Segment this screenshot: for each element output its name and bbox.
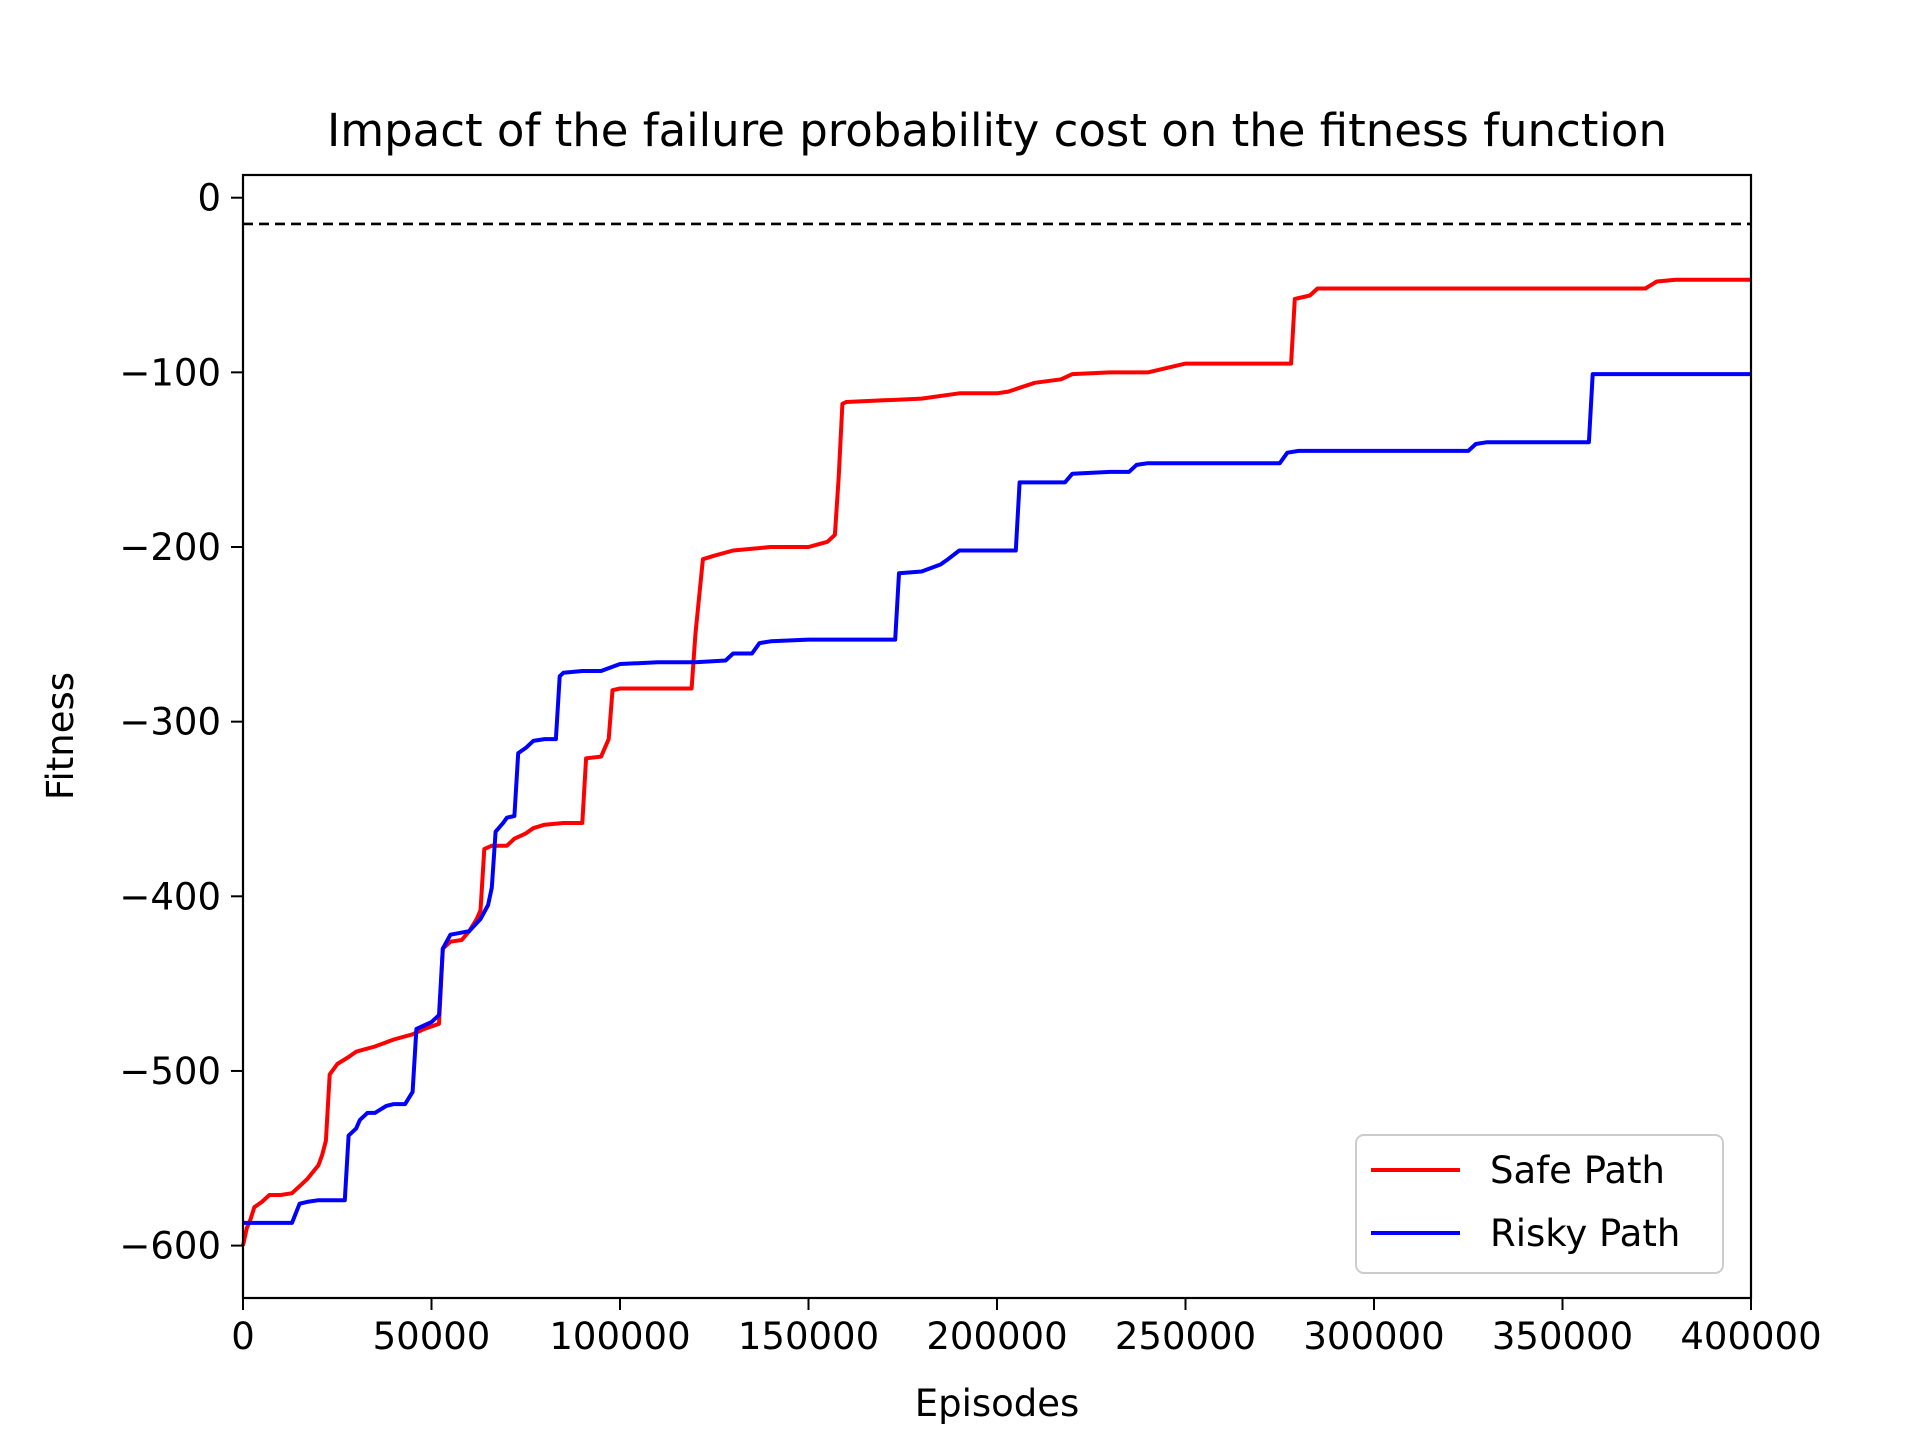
series-line-0 <box>241 277 1751 1247</box>
y-tick-label: −200 <box>119 526 221 569</box>
x-tick-label: 50000 <box>373 1315 491 1358</box>
legend-label-1: Risky Path <box>1490 1212 1680 1255</box>
y-tick-label: 0 <box>197 177 221 220</box>
x-tick-label: 350000 <box>1492 1315 1633 1358</box>
x-axis: 0 50000 100000 150000 200000 250000 300000 3500… <box>231 1298 1822 1358</box>
x-tick-label: 400000 <box>1680 1315 1821 1358</box>
legend-label-0: Safe Path <box>1490 1149 1665 1192</box>
x-tick-label: 100000 <box>549 1315 690 1358</box>
y-tick-label: −100 <box>119 351 221 394</box>
y-axis: 0 −100 −200 −300 −400 −500 −600 <box>119 177 243 1268</box>
x-tick-label: 0 <box>231 1315 255 1358</box>
x-tick-label: 150000 <box>738 1315 879 1358</box>
chart-title: Impact of the failure probability cost o… <box>327 104 1667 157</box>
y-tick-label: −500 <box>119 1050 221 1093</box>
y-tick-label: −400 <box>119 875 221 918</box>
x-tick-label: 250000 <box>1115 1315 1256 1358</box>
y-tick-label: −600 <box>119 1225 221 1268</box>
series-line-1 <box>243 372 1751 1225</box>
legend: Safe Path Risky Path <box>1355 1134 1724 1274</box>
x-tick-label: 300000 <box>1303 1315 1444 1358</box>
y-axis-title: Fitness <box>39 672 82 800</box>
x-tick-label: 200000 <box>926 1315 1067 1358</box>
plot-frame <box>241 173 1753 1300</box>
x-axis-title: Episodes <box>915 1382 1080 1425</box>
y-tick-label: −300 <box>119 701 221 744</box>
series-layer <box>241 277 1751 1247</box>
